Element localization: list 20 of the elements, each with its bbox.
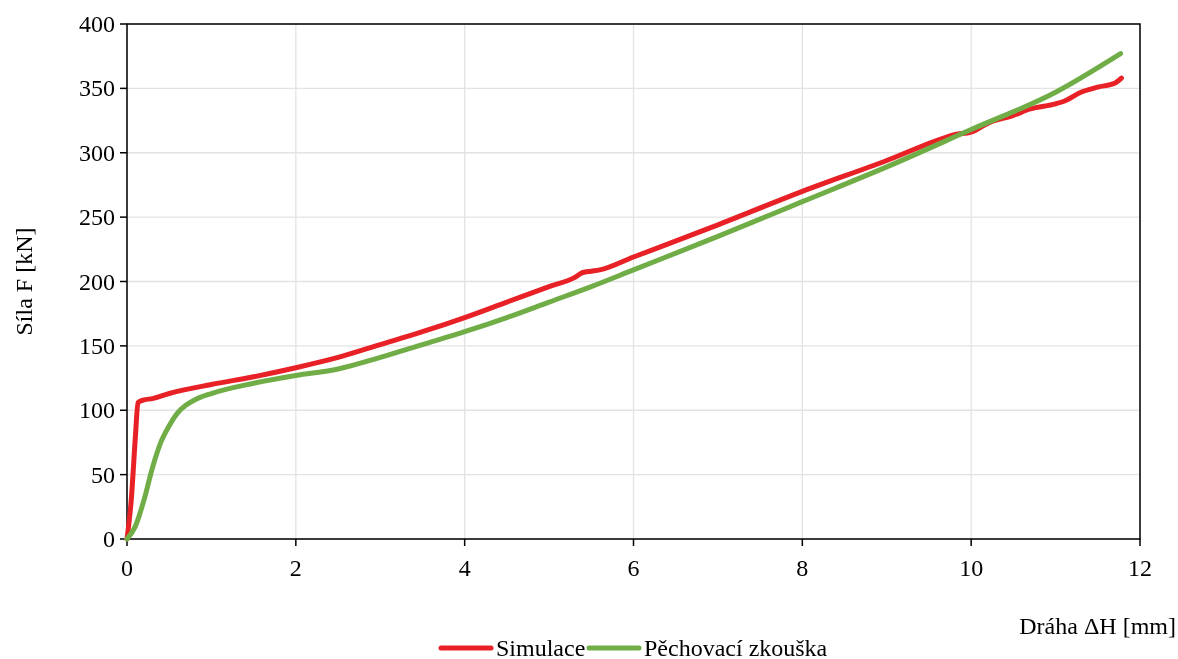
y-tick-label: 350 [79, 75, 115, 102]
x-tick-label: 4 [458, 555, 471, 581]
y-tick-label: 0 [103, 526, 115, 552]
y-tick-label: 400 [79, 11, 115, 37]
y-axis-title: Síla F [kN] [11, 227, 37, 336]
x-axis-title: Dráha ΔH [mm] [1019, 613, 1176, 639]
legend-label: Simulace [496, 635, 586, 659]
x-tick-label: 12 [1128, 555, 1152, 581]
y-tick-label: 50 [91, 461, 115, 488]
x-tick-label: 10 [959, 555, 984, 581]
x-tick-label: 6 [627, 555, 640, 581]
legend-label: Pěchovací zkouška [644, 635, 828, 659]
y-tick-label: 150 [79, 332, 115, 359]
x-tick-label: 8 [796, 555, 809, 581]
y-tick-label: 200 [79, 268, 115, 295]
y-tick-label: 100 [79, 397, 115, 424]
y-tick-label: 300 [79, 139, 115, 166]
x-tick-label: 0 [121, 555, 133, 581]
y-tick-label: 250 [79, 204, 115, 231]
x-tick-label: 2 [289, 555, 302, 581]
